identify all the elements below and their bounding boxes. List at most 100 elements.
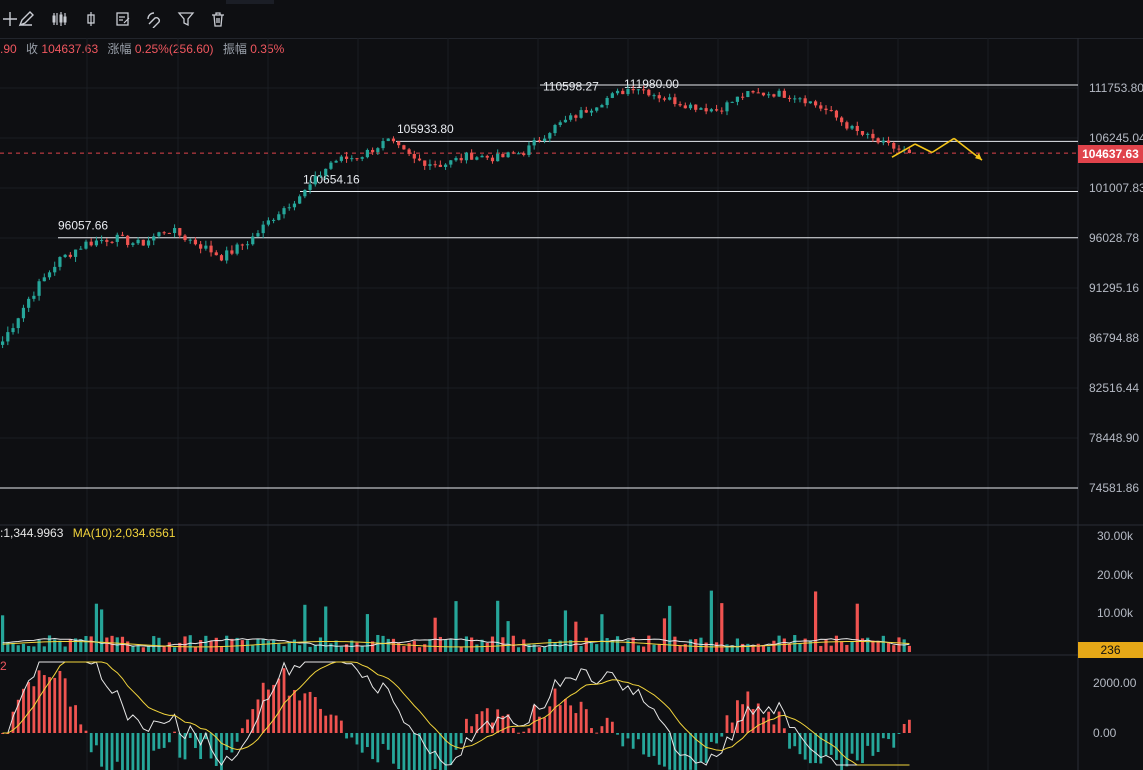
candle-body bbox=[860, 130, 865, 135]
candle-body bbox=[506, 152, 510, 158]
magnet-tool[interactable] bbox=[144, 9, 164, 29]
macd-histogram-bar bbox=[642, 733, 646, 755]
volume-bar bbox=[454, 601, 458, 652]
macd-histogram-bar bbox=[871, 733, 875, 756]
candle-body bbox=[298, 196, 302, 204]
macd-histogram-bar bbox=[767, 711, 771, 733]
macd-histogram-bar bbox=[876, 733, 880, 753]
candle-body bbox=[27, 298, 31, 308]
candle-body bbox=[219, 255, 224, 261]
level-label: 105933.80 bbox=[397, 122, 454, 136]
macd-histogram-bar bbox=[42, 675, 46, 733]
macd-histogram-bar bbox=[626, 733, 630, 739]
macd-histogram-bar bbox=[803, 733, 807, 760]
macd-histogram-bar bbox=[835, 733, 838, 760]
candle-body bbox=[751, 91, 755, 93]
macd-histogram-bar bbox=[454, 733, 458, 750]
notepad-icon bbox=[116, 12, 130, 26]
macd-histogram-bar bbox=[637, 733, 640, 740]
price-tick-label: 78448.90 bbox=[1089, 431, 1139, 445]
volume-bar bbox=[480, 639, 484, 652]
volume-bar bbox=[329, 643, 333, 652]
macd-histogram-bar bbox=[162, 733, 166, 748]
macd-histogram-bar bbox=[22, 688, 25, 733]
volume-bar bbox=[704, 642, 708, 652]
candle-body bbox=[235, 244, 239, 254]
notes-tool[interactable] bbox=[113, 9, 133, 29]
volume-bar bbox=[79, 639, 83, 652]
macd-histogram-bar bbox=[199, 733, 203, 760]
candle-body bbox=[787, 97, 792, 99]
macd-histogram-bar bbox=[37, 670, 41, 733]
candle-body bbox=[569, 115, 573, 120]
macd-histogram-bar bbox=[277, 678, 281, 733]
volume-tick-label: 30.00k bbox=[1097, 529, 1134, 543]
candle-body bbox=[855, 125, 859, 131]
volume-bar bbox=[277, 643, 281, 652]
candle-body bbox=[79, 248, 83, 250]
macd-histogram-bar bbox=[282, 668, 286, 733]
candle-body bbox=[714, 109, 719, 111]
macd-histogram-bar bbox=[438, 733, 442, 770]
macd-histogram-bar bbox=[553, 688, 557, 733]
candle-body bbox=[772, 94, 776, 97]
macd-histogram-bar bbox=[266, 689, 270, 733]
candle-body bbox=[480, 155, 484, 158]
macd-histogram-bar bbox=[178, 733, 182, 758]
candle-body bbox=[100, 240, 104, 242]
volume-bar bbox=[32, 646, 36, 652]
volume-bar bbox=[324, 606, 328, 652]
filter-tool[interactable] bbox=[176, 9, 196, 29]
volume-bar bbox=[542, 647, 547, 652]
candle-body bbox=[245, 244, 250, 246]
candle-body bbox=[871, 133, 875, 139]
candle-body bbox=[136, 239, 140, 244]
candle-body bbox=[6, 332, 10, 342]
volume-bar bbox=[668, 605, 672, 652]
projection-arrows[interactable] bbox=[891, 137, 983, 161]
macd-histogram-bar bbox=[907, 719, 911, 733]
volume-bar bbox=[37, 639, 41, 652]
candle-body bbox=[767, 94, 771, 96]
macd-histogram-bar bbox=[272, 684, 275, 733]
volume-bar bbox=[68, 639, 72, 652]
indicators-tool[interactable] bbox=[50, 9, 70, 29]
volume-bar bbox=[391, 638, 396, 652]
macd-histogram-bar bbox=[329, 714, 333, 733]
candle-body bbox=[199, 244, 203, 249]
macd-tick-label: 0.00 bbox=[1093, 726, 1117, 740]
candle-body bbox=[720, 110, 724, 112]
macd-histogram-bar bbox=[74, 705, 77, 733]
delete-tool[interactable] bbox=[208, 9, 228, 29]
single-candle-tool[interactable] bbox=[81, 9, 101, 29]
candle-body bbox=[600, 105, 604, 108]
candle-body bbox=[16, 318, 20, 329]
candle-body bbox=[876, 138, 880, 143]
candle-body bbox=[68, 254, 72, 257]
macd-histogram-bar bbox=[121, 733, 124, 770]
volume-bar bbox=[772, 640, 776, 652]
candle-body bbox=[761, 92, 766, 96]
crosshair-tool[interactable] bbox=[0, 9, 20, 29]
volume-ma5-value: :1,344.9963 bbox=[0, 526, 64, 540]
macd-histogram-bar bbox=[496, 709, 500, 733]
macd-histogram-bar bbox=[376, 733, 380, 763]
candle-body bbox=[793, 98, 797, 100]
candle-body bbox=[694, 104, 698, 110]
macd-histogram-bar bbox=[522, 731, 526, 733]
volume-bar bbox=[365, 614, 370, 652]
volume-bar bbox=[219, 646, 224, 652]
candle-body bbox=[89, 241, 93, 246]
volume-bar bbox=[720, 603, 724, 652]
macd-histogram-bar bbox=[663, 733, 666, 767]
volume-bar bbox=[605, 638, 609, 652]
volume-bar bbox=[553, 642, 557, 652]
volume-bar bbox=[428, 639, 432, 652]
macd-histogram-bar bbox=[824, 733, 828, 756]
candle-body bbox=[824, 108, 828, 111]
draw-line-tool[interactable] bbox=[16, 9, 36, 29]
macd-histogram-bar bbox=[183, 733, 187, 760]
volume-bar bbox=[6, 641, 10, 652]
macd-histogram-bar bbox=[412, 733, 416, 770]
